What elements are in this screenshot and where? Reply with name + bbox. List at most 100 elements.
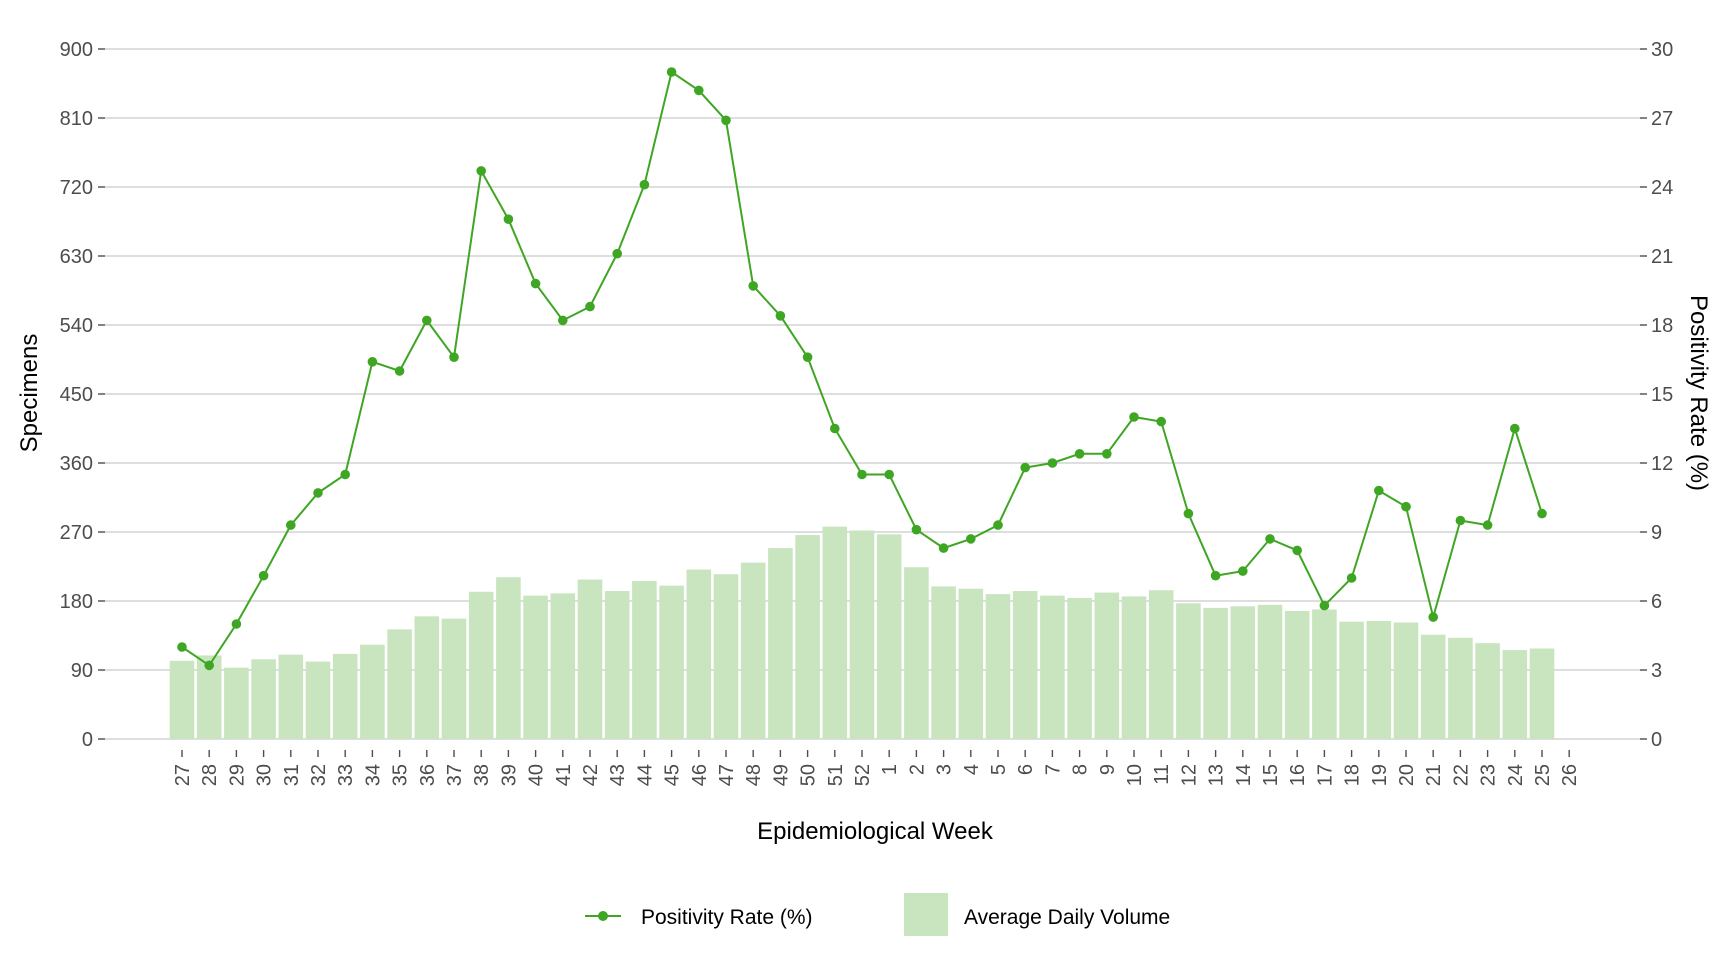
right-tick-label: 15: [1651, 384, 1673, 406]
bar: [1230, 606, 1256, 739]
y-axis-title-right: Positivity Rate (%): [1685, 295, 1712, 491]
x-tick-label: 41: [553, 764, 575, 786]
x-tick-label: 23: [1478, 764, 1500, 786]
right-tick-label: 12: [1651, 453, 1673, 475]
x-tick-label: 47: [716, 764, 738, 786]
x-tick-label: 43: [607, 764, 629, 786]
x-tick-label: 33: [335, 764, 357, 786]
bar: [305, 661, 331, 739]
x-tick-label: 2: [906, 764, 928, 775]
left-tick-label: 630: [60, 246, 93, 268]
right-tick-label: 18: [1651, 315, 1673, 337]
x-tick-label: 40: [526, 764, 548, 786]
bar: [1176, 603, 1201, 739]
bar: [1366, 620, 1392, 739]
bar: [1339, 621, 1364, 739]
bar: [1312, 609, 1337, 739]
bar: [1393, 622, 1419, 739]
bar: [1012, 591, 1038, 739]
bar: [768, 548, 793, 739]
x-tick-label: 28: [199, 764, 221, 786]
line-point: [639, 179, 650, 190]
bar: [740, 562, 766, 739]
left-tick-label: 540: [60, 315, 93, 337]
line-point: [422, 315, 432, 326]
bar: [550, 593, 576, 739]
line-point: [1374, 485, 1384, 496]
bar: [441, 618, 467, 739]
line-point: [1074, 449, 1085, 459]
x-tick-label: 44: [634, 764, 656, 786]
x-tick-label: 48: [743, 764, 765, 786]
line-point: [530, 278, 541, 289]
x-tick-label: 26: [1559, 764, 1581, 786]
line-point: [775, 311, 786, 321]
line-point: [612, 248, 622, 259]
right-tick-label: 6: [1651, 591, 1662, 613]
x-tick-label: 38: [471, 764, 493, 786]
bar: [876, 534, 902, 739]
line-point: [1183, 508, 1194, 519]
line-point: [993, 520, 1003, 530]
x-tick-label: 30: [254, 764, 276, 786]
x-tick-label: 11: [1151, 764, 1173, 785]
line-point: [1102, 449, 1112, 459]
line-point: [1510, 423, 1520, 434]
bar: [251, 659, 276, 739]
line-point: [449, 352, 459, 363]
x-tick-label: 4: [961, 764, 983, 775]
x-tick-label: 20: [1396, 764, 1418, 786]
left-tick-label: 180: [60, 591, 93, 613]
bar: [904, 567, 929, 739]
x-tick-label: 16: [1287, 764, 1309, 786]
x-tick-label: 13: [1206, 764, 1228, 786]
right-tick-label: 0: [1651, 729, 1662, 751]
x-tick-label: 39: [498, 764, 520, 786]
bar: [332, 653, 358, 739]
x-tick-label: 8: [1070, 764, 1092, 775]
bar: [1529, 648, 1555, 739]
x-tick-label: 14: [1233, 764, 1255, 786]
x-tick-label: 24: [1505, 764, 1527, 786]
line-point: [503, 214, 514, 224]
x-tick-label: 42: [580, 764, 602, 786]
line-point: [231, 619, 242, 629]
x-tick-label: 3: [934, 764, 956, 775]
line-point: [1428, 612, 1438, 622]
x-tick-label: 49: [770, 764, 792, 786]
bar: [1420, 634, 1446, 739]
line-series: [177, 67, 1547, 671]
bar: [1094, 592, 1120, 739]
line-point: [721, 115, 731, 126]
line-point: [1346, 573, 1357, 583]
line-point: [1537, 508, 1547, 519]
line-point: [884, 469, 894, 480]
bar: [169, 660, 195, 739]
bar: [985, 594, 1011, 739]
line-point: [204, 660, 214, 671]
bar: [1067, 597, 1092, 739]
line-point: [748, 281, 758, 291]
bar: [1121, 596, 1147, 739]
bar: [387, 629, 412, 739]
bar: [822, 526, 848, 739]
line-point: [1129, 412, 1139, 422]
line-point: [802, 352, 813, 363]
x-tick-label: 46: [689, 764, 711, 786]
line-point: [585, 301, 595, 312]
line-point: [286, 520, 296, 530]
line-point: [1401, 501, 1411, 512]
x-tick-label: 6: [1015, 764, 1037, 775]
legend-label-positivity-rate: Positivity Rate (%): [641, 906, 813, 929]
bar: [1257, 604, 1283, 739]
x-tick-label: 50: [798, 764, 820, 786]
x-tick-label: 36: [417, 764, 439, 786]
bar: [224, 667, 249, 739]
x-tick-label: 45: [662, 764, 684, 786]
bar: [278, 654, 304, 739]
line-point: [1265, 534, 1275, 544]
line-point: [476, 166, 487, 176]
bar-series: [169, 526, 1555, 739]
x-tick-label: 15: [1260, 764, 1282, 786]
x-tick-label: 34: [362, 764, 384, 786]
